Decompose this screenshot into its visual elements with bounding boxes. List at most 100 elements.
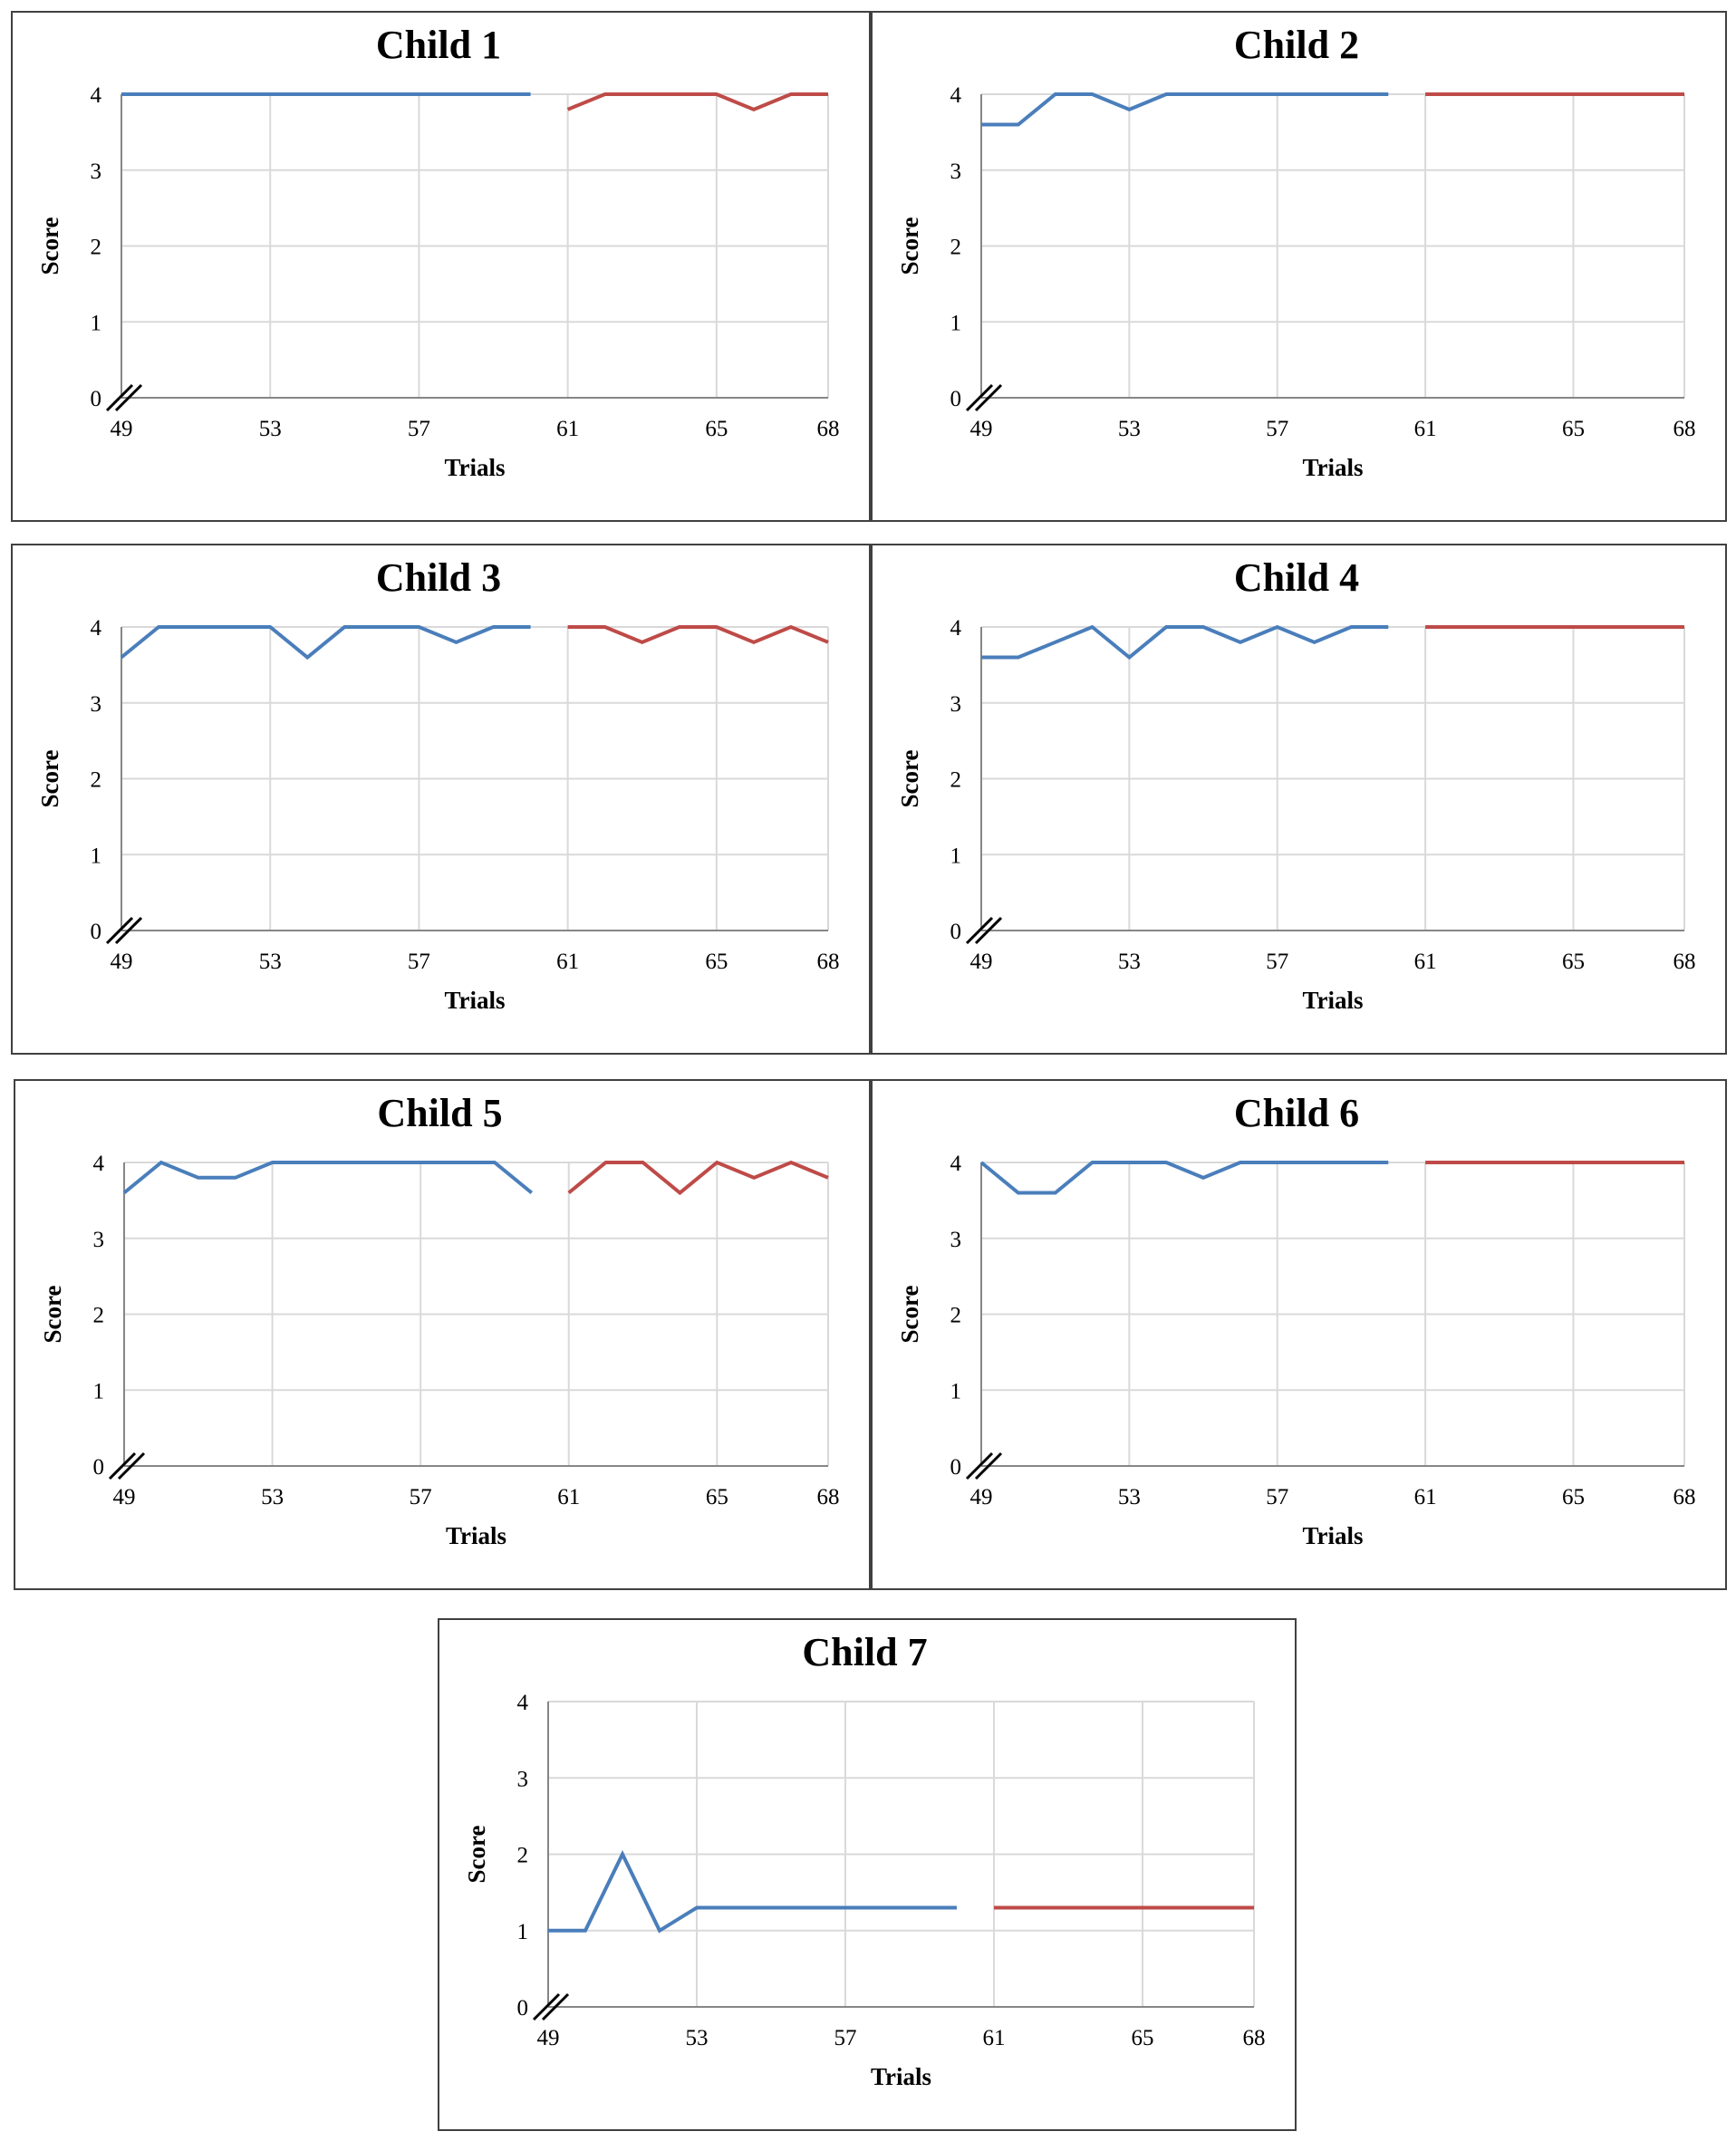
y-tick-label: 2 [950, 1304, 962, 1328]
x-tick-label: 53 [261, 1485, 284, 1509]
x-tick-label: 68 [817, 950, 840, 974]
x-tick-label: 49 [970, 950, 993, 974]
y-tick-label: 4 [950, 616, 962, 641]
y-tick-label: 1 [91, 311, 102, 335]
series-line-2 [566, 92, 828, 111]
y-tick-label: 1 [950, 311, 962, 335]
y-tick-label: 0 [950, 387, 962, 411]
x-axis-title: Trials [1303, 454, 1364, 481]
series-line-1 [979, 1161, 1389, 1195]
chart-svg: Child 5 0 1 2 3 4 49 53 57 61 65 68 Trials Score [39, 1091, 840, 1549]
x-tick-label: 65 [1562, 950, 1585, 974]
x-tick-label: 61 [556, 417, 579, 441]
chart-panel-7: Child 7 0 1 2 3 4 49 53 57 61 65 68 Trials Score [438, 1618, 1297, 2131]
x-tick-label: 68 [1673, 417, 1696, 441]
x-tick-label: 57 [410, 1485, 432, 1509]
y-axis-title: Score [36, 217, 63, 275]
x-tick-label: 53 [686, 2026, 709, 2050]
chart-svg: Child 4 0 1 2 3 4 49 53 57 61 65 68 Trials Score [896, 555, 1696, 1014]
y-tick-label: 0 [517, 1996, 529, 2020]
y-tick-label: 1 [517, 1920, 529, 1944]
chart-panel-6: Child 6 0 1 2 3 4 49 53 57 61 65 68 Trials Score [871, 1079, 1727, 1590]
chart-title: Child 3 [376, 555, 501, 600]
series-line-1 [981, 92, 1389, 127]
y-axis-title: Score [463, 1825, 490, 1883]
y-tick-label: 3 [93, 1228, 105, 1252]
y-tick-label: 1 [950, 844, 962, 868]
y-tick-label: 0 [91, 387, 102, 411]
chart-title: Child 7 [802, 1630, 927, 1674]
x-tick-label: 65 [705, 417, 728, 441]
y-tick-label: 0 [91, 920, 102, 944]
x-tick-label: 61 [1414, 417, 1437, 441]
x-tick-label: 49 [970, 1485, 993, 1509]
axis-break-mark [105, 383, 143, 412]
x-tick-label: 53 [1118, 417, 1141, 441]
chart-svg: Child 6 0 1 2 3 4 49 53 57 61 65 68 Trials Score [896, 1091, 1696, 1549]
y-tick-label: 0 [950, 920, 962, 944]
x-tick-label: 49 [113, 1485, 136, 1509]
x-tick-label: 68 [1673, 950, 1696, 974]
y-tick-label: 2 [517, 1844, 529, 1868]
x-tick-label: 57 [1266, 950, 1288, 974]
chart-svg: Child 3 0 1 2 3 4 49 53 57 61 65 68 Trials Score [36, 555, 840, 1014]
x-tick-label: 53 [259, 950, 282, 974]
y-tick-label: 4 [91, 616, 102, 641]
x-tick-label: 65 [1132, 2026, 1154, 2050]
x-tick-label: 57 [834, 2026, 857, 2050]
y-tick-label: 3 [950, 692, 962, 717]
y-tick-label: 1 [93, 1379, 105, 1403]
axis-break-mark [108, 1451, 146, 1480]
x-axis-title: Trials [446, 1522, 506, 1549]
chart-panel-3: Child 3 0 1 2 3 4 49 53 57 61 65 68 Trials Score [11, 544, 871, 1055]
axis-break-mark [965, 1451, 1003, 1480]
chart-svg: Child 7 0 1 2 3 4 49 53 57 61 65 68 Trials Score [463, 1630, 1266, 2090]
y-axis-title: Score [36, 749, 63, 807]
y-tick-label: 1 [91, 844, 102, 868]
y-tick-label: 3 [91, 159, 102, 184]
x-tick-label: 57 [408, 417, 430, 441]
x-tick-label: 61 [1414, 950, 1437, 974]
y-axis-title: Score [39, 1285, 66, 1343]
series-line-2 [567, 1160, 829, 1196]
chart-title: Child 4 [1234, 555, 1359, 600]
series-line-1 [120, 625, 531, 661]
x-tick-label: 61 [556, 950, 579, 974]
y-tick-label: 4 [950, 1152, 962, 1176]
y-tick-label: 4 [950, 83, 962, 108]
y-tick-label: 0 [93, 1455, 105, 1480]
x-tick-label: 53 [1118, 950, 1141, 974]
y-tick-label: 1 [950, 1379, 962, 1403]
x-tick-label: 49 [111, 950, 133, 974]
chart-title: Child 1 [376, 23, 501, 67]
y-tick-label: 3 [950, 1228, 962, 1252]
chart-panel-4: Child 4 0 1 2 3 4 49 53 57 61 65 68 Trials Score [871, 544, 1727, 1055]
y-tick-label: 0 [950, 1455, 962, 1480]
x-tick-label: 57 [1266, 417, 1288, 441]
x-tick-label: 57 [1266, 1485, 1288, 1509]
series-line-1 [122, 1160, 534, 1195]
series-line-2 [567, 624, 829, 644]
x-tick-label: 49 [537, 2026, 560, 2050]
x-axis-title: Trials [445, 987, 506, 1014]
chart-panel-1: Child 1 0 1 2 3 4 49 53 57 61 65 68 Trials Score [11, 11, 871, 522]
axis-break-mark [965, 383, 1003, 412]
x-tick-label: 53 [1118, 1485, 1141, 1509]
chart-svg: Child 1 0 1 2 3 4 49 53 57 61 65 68 Trials Score [36, 23, 840, 481]
y-axis-title: Score [896, 1285, 923, 1343]
axis-break-mark [105, 916, 143, 945]
y-axis-title: Score [896, 749, 923, 807]
y-tick-label: 2 [950, 236, 962, 260]
chart-title: Child 5 [377, 1091, 502, 1135]
x-tick-label: 57 [408, 950, 430, 974]
y-tick-label: 2 [93, 1304, 105, 1328]
x-tick-label: 68 [817, 1485, 840, 1509]
x-tick-label: 65 [705, 950, 728, 974]
y-tick-label: 4 [91, 83, 102, 108]
chart-title: Child 2 [1234, 23, 1359, 67]
x-tick-label: 53 [259, 417, 282, 441]
x-tick-label: 68 [1243, 2026, 1266, 2050]
series-line-1 [548, 1849, 957, 1934]
chart-title: Child 6 [1234, 1091, 1359, 1135]
x-axis-title: Trials [445, 454, 506, 481]
